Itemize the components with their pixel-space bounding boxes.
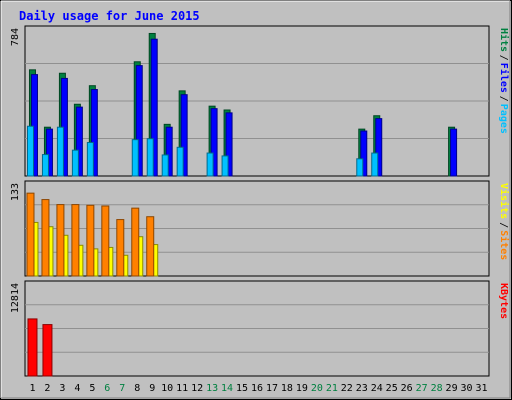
day-label-28: 28 (431, 383, 443, 394)
bar-files-day-23 (360, 130, 368, 177)
day-label-17: 17 (266, 383, 278, 394)
day-label-30: 30 (461, 383, 473, 394)
day-label-2: 2 (44, 383, 50, 394)
panel-middle: 133 Visits / Sites (10, 180, 510, 277)
panel-top: 784 Hits / Files / Pages (10, 25, 510, 177)
bar-kbytes-day-2 (42, 324, 53, 377)
y-max-label: 133 (10, 183, 21, 201)
y-max-label: 12814 (10, 283, 21, 313)
legend-files: Files (498, 63, 510, 93)
day-label-18: 18 (281, 383, 293, 394)
day-label-7: 7 (119, 383, 125, 394)
day-label-16: 16 (251, 383, 263, 394)
legend-kbytes: KBytes (498, 283, 509, 319)
day-label-14: 14 (221, 383, 233, 394)
day-label-13: 13 (206, 383, 218, 394)
bar-files-day-2 (45, 128, 53, 177)
day-label-8: 8 (134, 383, 140, 394)
bar-sites-day-4 (71, 204, 80, 277)
bar-pages-day-14 (221, 155, 229, 177)
bar-files-day-8 (135, 65, 143, 177)
bar-kbytes-day-1 (27, 318, 38, 377)
legend-visits: Visits (498, 183, 510, 219)
day-label-9: 9 (149, 383, 155, 394)
bar-sites-day-6 (101, 205, 110, 277)
bar-sites-day-8 (131, 207, 140, 277)
bar-pages-day-13 (206, 152, 214, 177)
chart-title: Daily usage for June 2015 (19, 9, 200, 23)
day-label-20: 20 (311, 383, 323, 394)
legend-separator: / (498, 55, 509, 61)
day-label-26: 26 (401, 383, 413, 394)
panel-bottom: 12814 KBytes (10, 280, 509, 377)
bar-pages-day-4 (71, 149, 79, 177)
legend-top: Hits / Files / Pages (498, 28, 510, 134)
bar-files-day-5 (90, 89, 98, 177)
bar-pages-day-11 (176, 146, 184, 177)
day-label-6: 6 (104, 383, 110, 394)
bar-pages-day-24 (371, 152, 379, 177)
bar-pages-day-5 (86, 142, 94, 177)
day-label-10: 10 (161, 383, 173, 394)
bar-pages-day-9 (146, 138, 154, 177)
bar-pages-day-3 (56, 126, 64, 177)
bar-files-day-29 (450, 128, 458, 177)
day-label-12: 12 (191, 383, 203, 394)
bar-files-day-10 (165, 126, 173, 177)
bar-files-day-1 (30, 74, 38, 177)
bar-files-day-4 (75, 106, 83, 177)
bar-pages-day-1 (26, 125, 34, 177)
bar-files-day-24 (375, 118, 383, 177)
day-label-4: 4 (74, 383, 80, 394)
day-label-15: 15 (236, 383, 248, 394)
bar-files-day-13 (210, 108, 218, 177)
bar-pages-day-8 (131, 139, 139, 177)
day-label-31: 31 (475, 383, 487, 394)
legend-hits: Hits (498, 28, 510, 52)
day-label-22: 22 (341, 383, 353, 394)
bar-files-day-11 (180, 94, 188, 177)
day-label-11: 11 (176, 383, 188, 394)
legend-separator: / (498, 222, 509, 228)
day-labels: 1 2 3 4 5 6 7 8 9 10 11 12 13 14 15 16 17 18 19 20 21 22 23 24 2… (29, 383, 487, 394)
bar-sites-day-5 (86, 204, 95, 277)
bar-sites-day-3 (56, 204, 65, 277)
bar-files-day-9 (150, 38, 158, 177)
legend-sites: Sites (498, 230, 510, 260)
legend-bottom: KBytes (498, 283, 509, 319)
day-label-19: 19 (296, 383, 308, 394)
bar-sites-day-7 (116, 219, 125, 277)
day-label-27: 27 (416, 383, 428, 394)
day-label-1: 1 (29, 383, 35, 394)
day-label-5: 5 (89, 383, 95, 394)
bar-sites-day-2 (41, 199, 50, 277)
chart-panels: 784 Hits / Files / Pages 133 Visits / Sites 12814 K… (10, 25, 510, 377)
day-label-21: 21 (326, 383, 338, 394)
y-max-label: 784 (10, 28, 21, 46)
day-label-23: 23 (356, 383, 368, 394)
legend-separator: / (498, 96, 509, 102)
bar-pages-day-2 (41, 154, 49, 177)
day-label-3: 3 (59, 383, 65, 394)
day-label-29: 29 (446, 383, 458, 394)
bar-files-day-14 (225, 112, 233, 177)
legend-pages: Pages (498, 104, 509, 134)
bar-sites-day-1 (26, 192, 35, 277)
bar-pages-day-23 (356, 158, 364, 177)
bar-sites-day-9 (146, 216, 155, 277)
legend-middle: Visits / Sites (498, 183, 510, 260)
bar-pages-day-10 (161, 154, 169, 177)
day-label-25: 25 (386, 383, 398, 394)
day-label-24: 24 (371, 383, 383, 394)
